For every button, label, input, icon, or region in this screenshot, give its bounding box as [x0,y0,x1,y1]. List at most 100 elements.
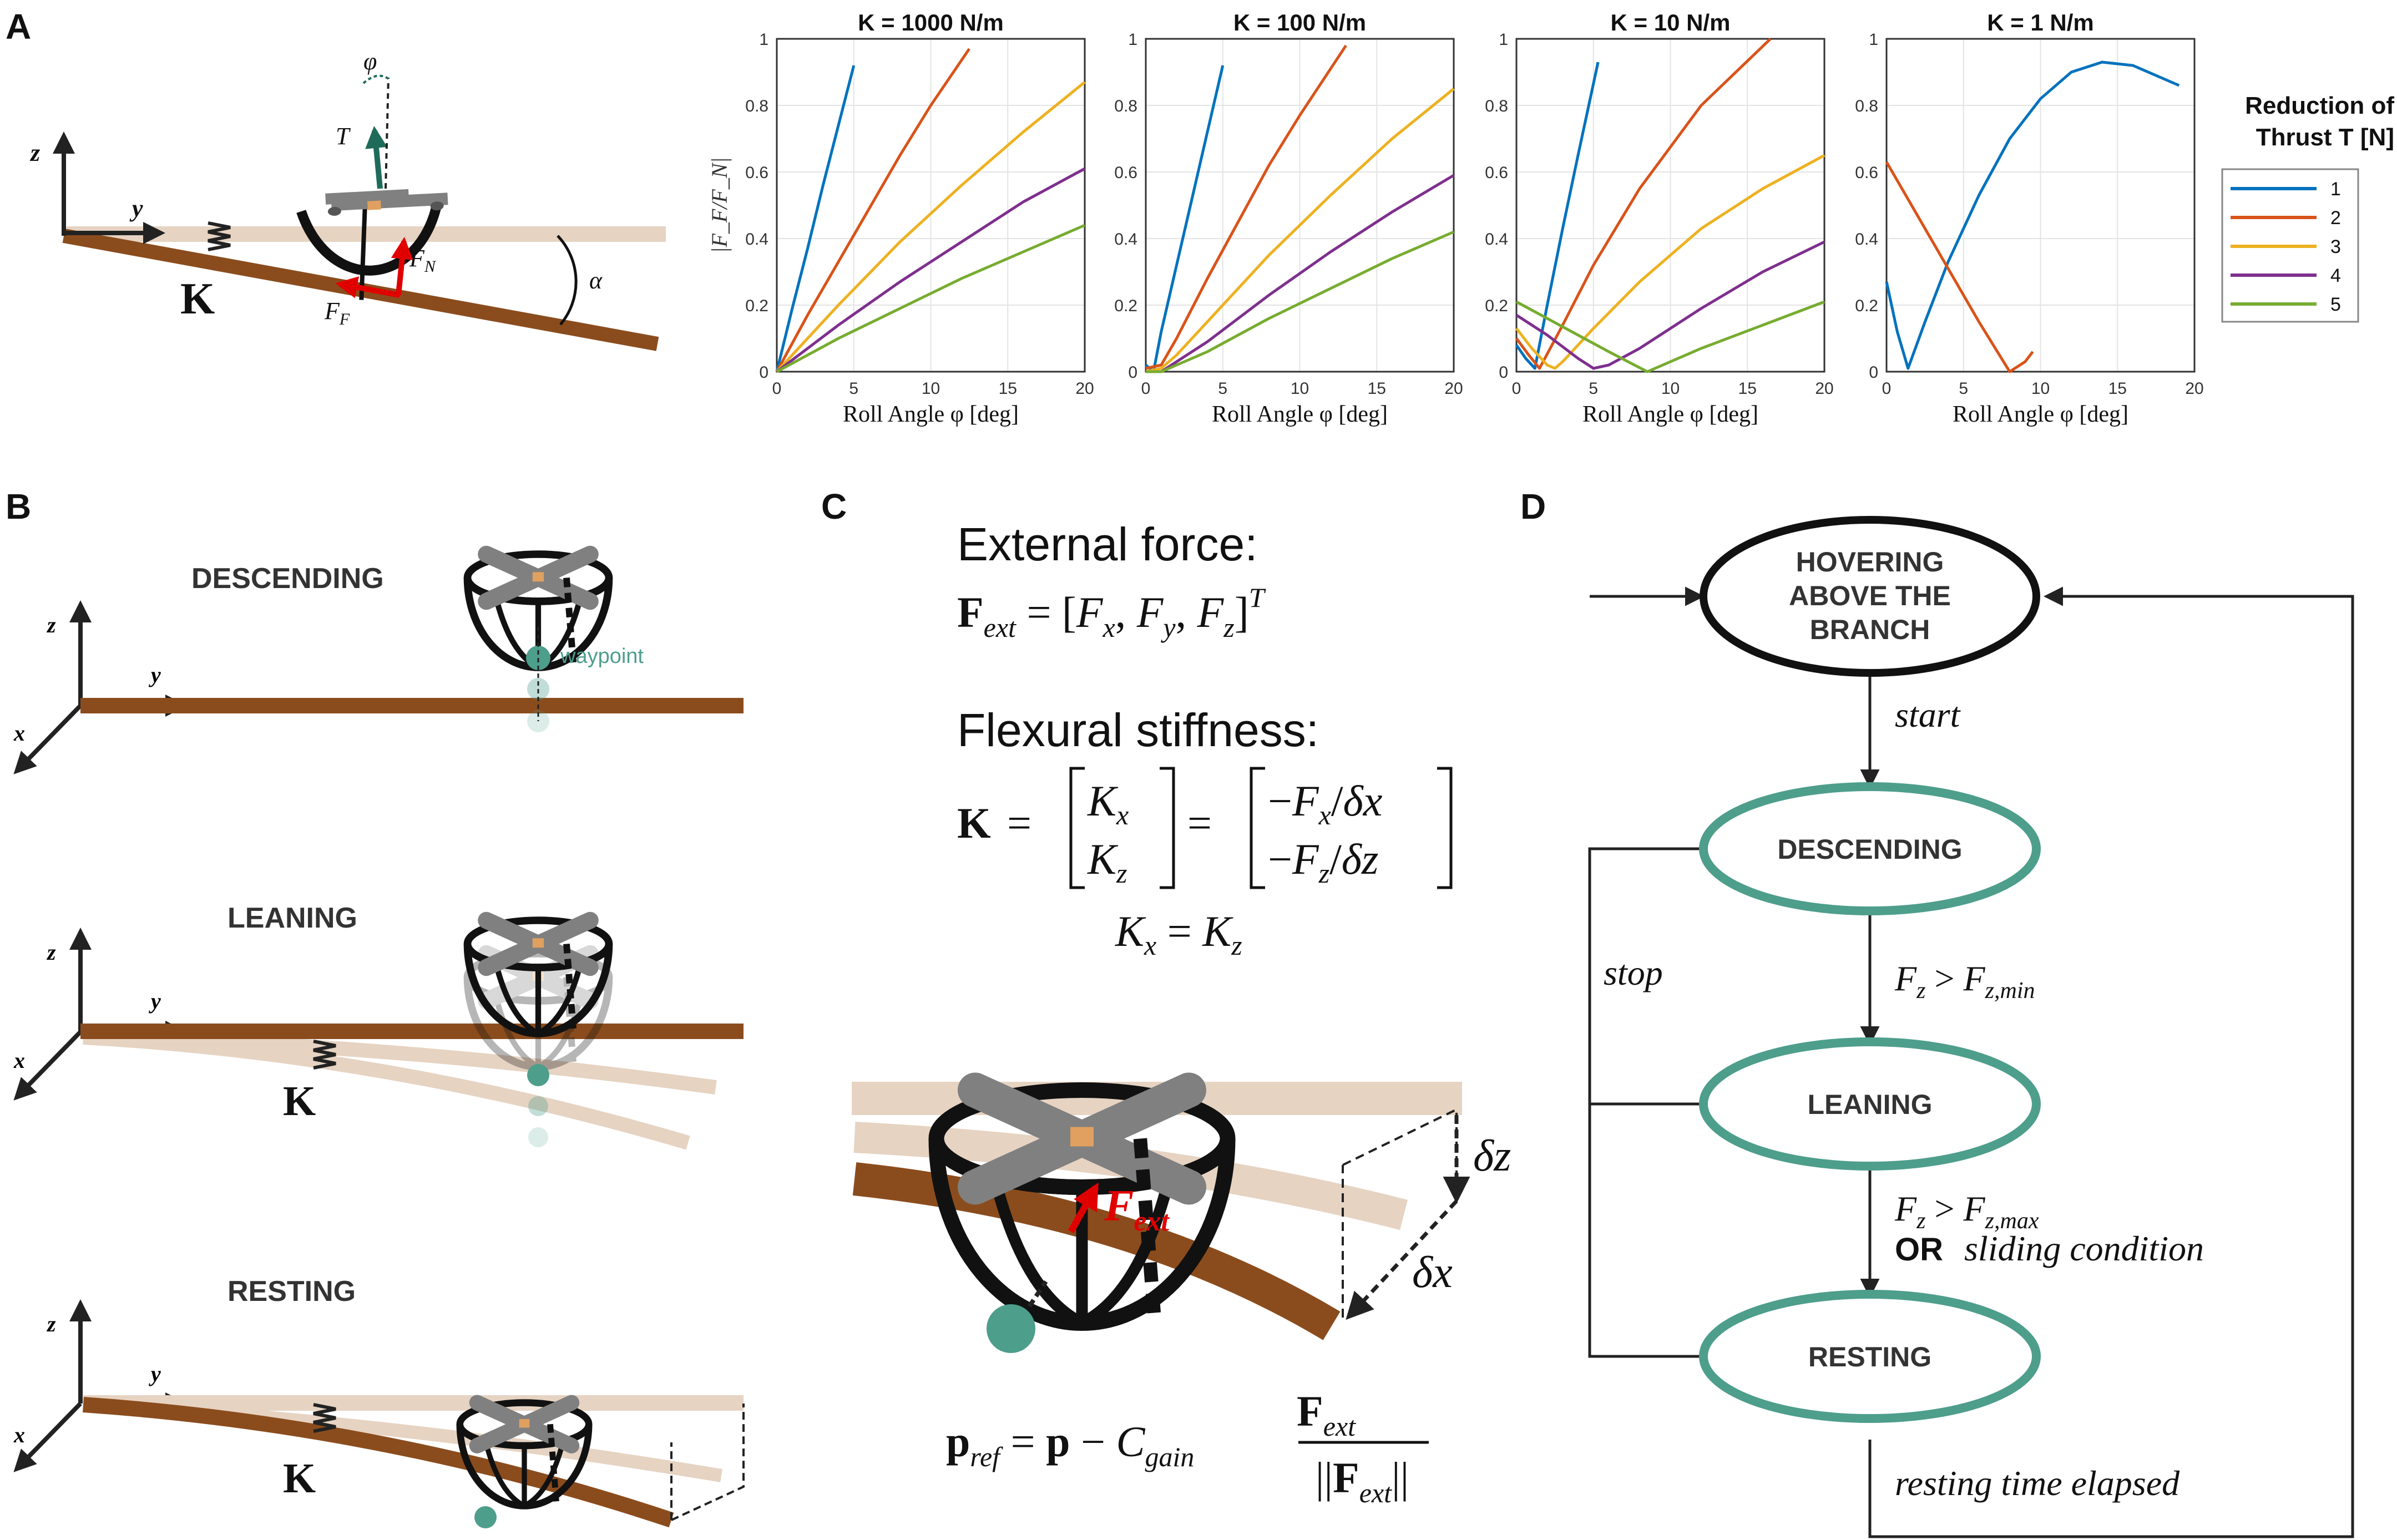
y-tick-label: 0.8 [745,97,768,115]
axis-label-z: z [29,139,40,166]
series-line-3 [776,81,1086,373]
svg-text:FF: FF [324,297,350,328]
b3-axis-z: z [46,1311,56,1336]
chart-title: K = 1 N/m [1987,9,2094,36]
svg-text:FN: FN [409,245,437,276]
panel-d: D HOVERING ABOVE THE BRANCH DESCENDING L… [1520,487,2354,1538]
chart-title: K = 100 N/m [1233,9,1366,36]
b3-axis-y: y [149,1361,161,1386]
phi-reference-line [385,77,390,189]
d-state-resting [1699,1290,2041,1423]
y-tick-label: 0.8 [1485,97,1508,115]
y-tick-label: 0 [1869,363,1878,382]
x-tick-label: 5 [1589,379,1598,398]
phi-label: φ [363,48,377,75]
b2-axis-z: z [46,940,56,965]
chart-title: K = 1000 N/m [858,9,1004,36]
y-tick-label: 0 [1128,363,1137,382]
x-tick-label: 20 [1444,379,1463,398]
alpha-label: α [589,267,603,294]
c-dx-label: δx [1412,1248,1453,1297]
b1-waypoint-label: waypoint [560,645,644,668]
drone-side-view [296,189,448,300]
d-fzmax-label: Fz > Fz,max [1894,1189,2039,1234]
chart-title: K = 10 N/m [1611,9,1731,36]
b1-branch [80,698,744,713]
b3-axis-x: x [13,1422,25,1447]
y-tick-label: 0.6 [1855,164,1878,182]
x-tick-label: 5 [1218,379,1227,398]
c-fext-arrow [1068,1182,1099,1233]
series-line-3 [1515,154,1825,370]
panel-c: C External force: Fext = [Fx, Fy, Fz]T F… [821,487,1511,1508]
thrust-label: T [336,123,351,150]
chart-3: 0 5 10 15 20 0 0.2 0.4 0.6 0.8 1 K = 10 N/m Roll Ang… [1485,9,1833,427]
y-tick-label: 0.4 [1855,230,1878,249]
b-state-descending: DESCENDING [191,563,384,595]
fn-label: F [409,245,425,272]
legend-label-5: 5 [2330,294,2341,315]
y-tick-label: 0.2 [745,297,768,315]
svg-text:=: = [1007,799,1031,847]
x-tick-label: 0 [1882,379,1892,398]
normal-force-arrow [391,237,413,296]
d-hover-line3: BRANCH [1810,614,1930,645]
d-stop-line [1588,596,1703,1358]
series-line-5 [776,224,1085,373]
c-stiffness-eq: K = Kx Kz = −Fx/δx −Fz/δz Kx = Kz [957,767,1453,961]
y-tick-label: 0.6 [745,164,768,182]
b-state-leaning: LEANING [227,902,357,934]
y-tick-label: 0.4 [1485,230,1508,249]
d-start-label: start [1895,695,1961,734]
panel-b: B DESCENDING z y x waypoint LEANING z y … [6,487,745,1528]
legend-label-3: 3 [2330,236,2341,257]
x-tick-label: 5 [1959,379,1968,398]
y-tick-label: 0.2 [1485,297,1508,315]
x-tick-label: 20 [1815,379,1833,398]
b-state-resting: RESTING [227,1275,356,1308]
series-line-4 [1515,240,1825,370]
c-external-force-eq: Fext = [Fx, Fy, Fz]T [957,582,1266,643]
b2-axis-y: y [149,989,161,1014]
x-tick-label: 0 [1141,379,1151,398]
b1-axis-z: z [46,612,56,637]
x-axis-label: Roll Angle φ [deg] [1582,402,1758,427]
y-tick-label: 1 [1499,31,1508,49]
svg-text:−Fx/δx: −Fx/δx [1268,777,1383,830]
b2-waypoint-dot [527,1064,549,1086]
c-branch [852,1162,1341,1340]
y-tick-label: 0 [1499,363,1508,382]
legend-label-1: 1 [2330,179,2341,200]
svg-text:Kx: Kx [1087,777,1129,830]
d-fzmin-label: Fz > Fz,min [1894,959,2035,1004]
d-leaning-label: LEANING [1808,1089,1933,1120]
series-line-2 [1885,161,2034,373]
b1-axis-y: y [149,662,161,687]
svg-text:−Fz/δz: −Fz/δz [1268,835,1378,889]
series-line-2 [1145,44,1347,370]
y-tick-label: 0.8 [1855,97,1878,115]
b2-axis-x: x [13,1048,25,1073]
y-tick-label: 0.6 [1114,164,1137,182]
d-stop-label: stop [1604,953,1663,992]
x-tick-label: 15 [999,379,1017,398]
b3-waypoint-dot [474,1506,497,1528]
friction-force-arrow [335,276,400,298]
legend-title-line1: Reduction of [2245,92,2394,119]
c-external-force-title: External force: [957,518,1258,570]
y-tick-label: 0.8 [1114,97,1137,115]
svg-text:||Fext||: ||Fext|| [1316,1453,1409,1508]
phi-arc [362,74,390,84]
d-hover-line2: ABOVE THE [1789,580,1951,611]
b1-axis-x: x [13,721,25,746]
stiffness-label-k: K [180,275,215,323]
axis-label-y: y [129,195,143,222]
series-line-5 [1515,300,1825,373]
d-state-descending [1699,782,2041,915]
panel-c-letter: C [821,487,847,526]
c-pref-eq: pref = p − Cgain Fext ||Fext|| [946,1387,1429,1508]
x-tick-label: 0 [1512,379,1521,398]
svg-text:Kx = Kz: Kx = Kz [1115,907,1242,961]
b-resting-scene: RESTING z y x K [13,1275,745,1528]
panel-b-letter: B [6,487,31,526]
